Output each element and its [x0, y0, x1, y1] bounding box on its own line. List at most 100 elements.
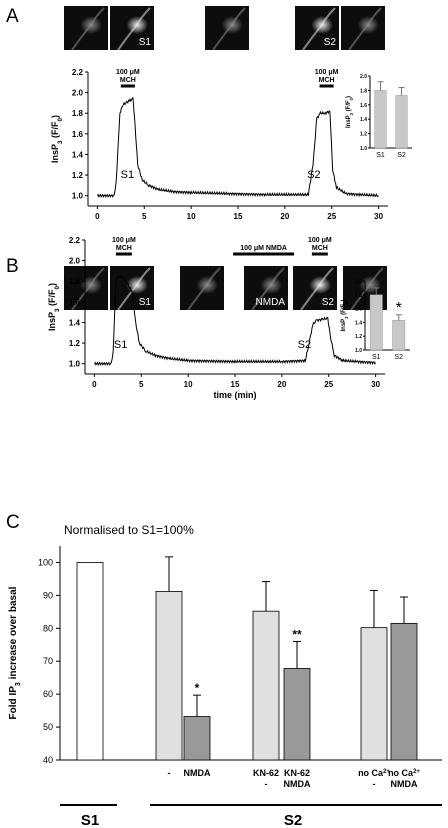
panel-b-y-tick-label: 1.0	[69, 360, 81, 369]
panel-c-group-label: S2	[284, 812, 302, 828]
panel-b-y-tick-label: 1.2	[69, 339, 81, 348]
panel-a-y-tick-label: 1.4	[72, 150, 84, 159]
panel-c-category-label: -	[168, 768, 171, 778]
panel-a-image-2: S1	[110, 6, 154, 50]
panel-b-chart: 1.0 1.2 1.4 1.6 1.8 2.0 2.2 0 5 10 15 20 25 30 time (m…	[47, 236, 410, 400]
panel-b-image-3	[180, 266, 224, 310]
panel-b-inset-y-tick-label: 2.0	[355, 279, 362, 285]
panel-a-inset-y-tick-label: 1.4	[360, 117, 367, 123]
panel-b-image-5: S2	[293, 266, 337, 310]
panel-a-y-tick-label: 2.0	[72, 89, 84, 98]
panel-a-inset-y-tick-label: 1.0	[360, 146, 367, 152]
panel-a-x-tick-label: 0	[95, 212, 100, 221]
panel-b-x-tick-label: 10	[184, 380, 193, 389]
panel-a-image-1	[64, 6, 108, 50]
panel-a-inset-y-tick-label: 1.2	[360, 132, 367, 138]
panel-c-y-tick-label: 50	[43, 722, 53, 732]
panel-a-x-tick-label: 30	[374, 212, 383, 221]
panel-c-bar	[360, 627, 388, 761]
panel-a-x-tick-label: 20	[280, 212, 289, 221]
panel-a-inset-y-tick-label: 2.0	[360, 74, 367, 80]
panel-b-image-label: S2	[321, 297, 334, 308]
panel-b-y-tick-label: 1.6	[69, 298, 81, 307]
panel-a-trace	[96, 97, 379, 198]
panel-b-x-axis-label: time (min)	[213, 390, 256, 400]
panel-b-image-2: S1	[110, 266, 154, 310]
panel-b-inset-significance: *	[396, 300, 402, 317]
panel-c-category-label: -	[265, 779, 268, 789]
panel-b-y-axis-label: InsP3 (F/F0)	[47, 283, 61, 331]
panel-a-image-label: S2	[323, 37, 336, 48]
panel-b-inset-y-tick-label: 1.6	[355, 307, 362, 313]
panel-a-x-tick-label: 10	[187, 212, 196, 221]
panel-a-y-tick-label: 1.0	[72, 192, 84, 201]
panel-b-letter: B	[6, 256, 19, 277]
panel-b-x-tick-label: 30	[371, 380, 380, 389]
panel-a-trace-annotation: S1	[121, 169, 134, 181]
panel-a-inset-category-label: S2	[397, 152, 406, 159]
panel-b-stimulus-label: 100 μM	[112, 237, 136, 244]
panel-b-stimulus-label: MCH	[312, 245, 328, 252]
panel-c-category-label: KN-62	[284, 768, 310, 778]
panel-c-category-label: NMDA	[184, 768, 211, 778]
panel-c-category-label: NMDA	[284, 779, 311, 789]
panel-a-stimulus-label: MCH	[319, 77, 335, 84]
panel-a-image-label: S1	[138, 37, 151, 48]
panel-a-inset-y-tick-label: 1.8	[360, 88, 367, 94]
panel-c-bar	[283, 668, 311, 761]
panel-b-y-tick-label: 2.2	[69, 236, 81, 245]
panel-a-inset-bar	[374, 90, 387, 149]
panel-b-y-tick-label: 1.4	[69, 318, 81, 327]
panel-a-image-4: S2	[295, 6, 339, 50]
panel-c-y-tick-label: 80	[43, 623, 53, 633]
panel-c-y-tick-label: 60	[43, 689, 53, 699]
panel-b-y-tick-label: 1.8	[69, 277, 81, 286]
panel-b-inset-category-label: S2	[394, 354, 403, 361]
panel-b-x-tick-label: 20	[277, 380, 286, 389]
panel-a-stimulus-label: MCH	[120, 77, 136, 84]
panel-a-x-tick-label: 15	[234, 212, 243, 221]
panel-b-stimulus-label: 100 μM	[308, 237, 332, 244]
panel-b-x-tick-label: 0	[92, 380, 97, 389]
panel-b-image-1	[64, 266, 108, 310]
panel-b-y-tick-label: 2.0	[69, 257, 81, 266]
panel-b-trace	[93, 274, 377, 366]
panel-b-inset-y-tick-label: 1.0	[355, 348, 362, 354]
panel-a-x-tick-label: 5	[142, 212, 147, 221]
panel-c-y-tick-label: 70	[43, 656, 53, 666]
panel-a-image-5	[341, 6, 385, 50]
panel-c-category-label: KN-62	[253, 768, 279, 778]
panel-a-x-tick-label: 25	[327, 212, 336, 221]
panel-c-bar	[183, 716, 211, 761]
panel-c-title: Normalised to S1=100%	[64, 523, 194, 537]
panel-b-inset-y-tick-label: 1.4	[355, 320, 362, 326]
panel-b-inset-y-tick-label: 1.2	[355, 334, 362, 340]
panel-a-y-axis-label: InsP3 (F/F0)	[50, 115, 64, 163]
panel-c-bar	[155, 591, 183, 761]
panel-b-inset-y-tick-label: 1.8	[355, 293, 362, 299]
panel-b-image-4: NMDA	[244, 266, 288, 310]
panel-a-y-tick-label: 1.8	[72, 109, 84, 118]
panel-c-y-tick-label: 100	[38, 557, 53, 567]
panel-b-x-tick-label: 25	[324, 380, 333, 389]
panel-b-x-tick-label: 5	[139, 380, 144, 389]
panel-a-letter: A	[6, 6, 19, 27]
panel-b-inset-bar	[392, 320, 406, 351]
panel-c-category-label: -	[373, 779, 376, 789]
panel-c-y-tick-label: 90	[43, 590, 53, 600]
panel-b-inset-bar	[369, 294, 383, 351]
panel-b-x-tick-label: 15	[231, 380, 240, 389]
panel-a-stimulus-label: 100 μM	[116, 69, 140, 76]
panel-c-chart: Normalised to S1=100% 40 50 60 70 80 90 100 Fold…	[8, 523, 442, 828]
panel-c-category-label: no Ca2+	[388, 768, 420, 778]
panel-b-image-label: NMDA	[255, 297, 285, 308]
panel-a-y-tick-label: 1.6	[72, 130, 84, 139]
panel-c-bar	[76, 562, 104, 761]
panel-c-bar	[252, 610, 280, 761]
panel-a-trace-annotation: S2	[307, 169, 320, 181]
panel-b-trace-annotation: S1	[114, 339, 127, 351]
panel-a-image-3	[205, 6, 249, 50]
panel-a-stimulus-label: 100 μM	[315, 69, 339, 76]
panel-a-inset-y-axis-label: InsP3 (F/F0)	[346, 96, 354, 128]
